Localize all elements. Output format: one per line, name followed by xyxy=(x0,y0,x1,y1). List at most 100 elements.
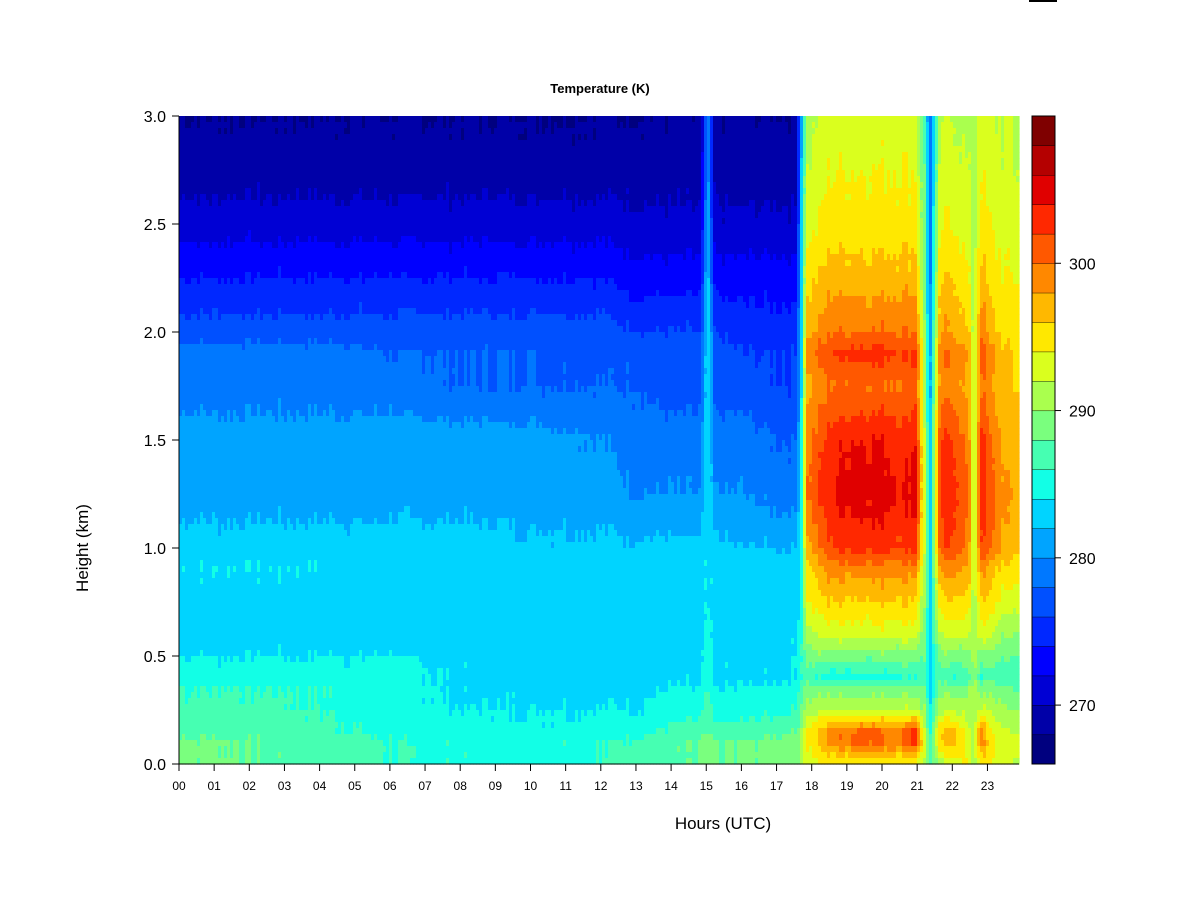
heatmap-cell xyxy=(188,164,192,171)
heatmap-cell xyxy=(260,242,264,249)
heatmap-cell xyxy=(191,740,195,747)
heatmap-cell xyxy=(197,608,201,615)
heatmap-cell xyxy=(218,530,222,537)
heatmap-cell xyxy=(254,560,258,567)
heatmap-cell xyxy=(194,596,198,603)
heatmap-cell xyxy=(218,698,222,705)
heatmap-cell xyxy=(206,350,210,357)
heatmap-cell xyxy=(197,338,201,345)
heatmap-cell xyxy=(248,152,252,159)
heatmap-cell xyxy=(248,530,252,537)
heatmap-cell xyxy=(215,680,219,687)
heatmap-cell xyxy=(212,230,216,237)
heatmap-cell xyxy=(194,224,198,231)
heatmap-cell xyxy=(197,416,201,423)
heatmap-cell xyxy=(221,362,225,369)
heatmap-cell xyxy=(218,470,222,477)
heatmap-cell xyxy=(206,692,210,699)
heatmap-cell xyxy=(209,176,213,183)
heatmap-cell xyxy=(203,644,207,651)
heatmap-cell xyxy=(251,668,255,675)
heatmap-cell xyxy=(254,602,258,609)
heatmap-cell xyxy=(185,440,189,447)
heatmap-cell xyxy=(188,752,192,759)
heatmap-cell xyxy=(221,158,225,165)
heatmap-cell xyxy=(191,254,195,261)
heatmap-cell xyxy=(242,668,246,675)
heatmap-cell xyxy=(212,284,216,291)
heatmap-cell xyxy=(245,134,249,141)
heatmap-cell xyxy=(197,686,201,693)
heatmap-cell xyxy=(248,668,252,675)
heatmap-cell xyxy=(221,302,225,309)
heatmap-cell xyxy=(212,116,216,123)
heatmap-cell xyxy=(245,470,249,477)
heatmap-cell xyxy=(218,632,222,639)
heatmap-cell xyxy=(230,680,234,687)
heatmap-cell xyxy=(233,524,237,531)
heatmap-cell xyxy=(188,434,192,441)
heatmap-cell xyxy=(197,296,201,303)
heatmap-cell xyxy=(206,656,210,663)
heatmap-cell xyxy=(218,374,222,381)
heatmap-cell xyxy=(212,218,216,225)
heatmap-cell xyxy=(179,524,183,531)
heatmap-cell xyxy=(194,194,198,201)
heatmap-cell xyxy=(248,122,252,129)
heatmap-cell xyxy=(203,338,207,345)
heatmap-cell xyxy=(221,518,225,525)
heatmap-cell xyxy=(218,368,222,375)
heatmap-cell xyxy=(257,452,261,459)
heatmap-cell xyxy=(233,638,237,645)
heatmap-cell xyxy=(197,404,201,411)
heatmap-cell xyxy=(242,146,246,153)
heatmap-cell xyxy=(242,254,246,261)
heatmap-cell xyxy=(212,182,216,189)
heatmap-cell xyxy=(233,722,237,729)
heatmap-cell xyxy=(209,620,213,627)
heatmap-cell xyxy=(227,752,231,759)
heatmap-cell xyxy=(248,758,252,765)
heatmap-cell xyxy=(197,626,201,633)
heatmap-cell xyxy=(257,686,261,693)
heatmap-cell xyxy=(239,338,243,345)
heatmap-cell xyxy=(203,152,207,159)
heatmap-cell xyxy=(215,698,219,705)
heatmap-cell xyxy=(218,476,222,483)
heatmap-cell xyxy=(236,194,240,201)
heatmap-cell xyxy=(206,206,210,213)
heatmap-cell xyxy=(257,188,261,195)
heatmap-cell xyxy=(206,482,210,489)
heatmap-cell xyxy=(188,506,192,513)
heatmap-cell xyxy=(248,578,252,585)
heatmap-cell xyxy=(215,296,219,303)
heatmap-cell xyxy=(179,338,183,345)
heatmap-cell xyxy=(260,572,264,579)
heatmap-cell xyxy=(200,158,204,165)
heatmap-cell xyxy=(182,584,186,591)
heatmap-cell xyxy=(200,278,204,285)
heatmap-cell xyxy=(200,602,204,609)
heatmap-cell xyxy=(197,380,201,387)
heatmap-cell xyxy=(260,320,264,327)
heatmap-cell xyxy=(245,674,249,681)
heatmap-cell xyxy=(230,140,234,147)
heatmap-cell xyxy=(245,290,249,297)
heatmap-cell xyxy=(182,152,186,159)
heatmap-cell xyxy=(209,518,213,525)
heatmap-cell xyxy=(215,266,219,273)
heatmap-cell xyxy=(200,392,204,399)
heatmap-cell xyxy=(179,578,183,585)
heatmap-cell xyxy=(218,602,222,609)
heatmap-cell xyxy=(221,722,225,729)
heatmap-cell xyxy=(182,704,186,711)
heatmap-cell xyxy=(191,200,195,207)
heatmap-cell xyxy=(212,614,216,621)
heatmap-cell xyxy=(233,368,237,375)
heatmap-cell xyxy=(203,734,207,741)
heatmap-cell xyxy=(200,152,204,159)
heatmap-cell xyxy=(254,230,258,237)
heatmap-cell xyxy=(257,386,261,393)
heatmap-cell xyxy=(215,476,219,483)
heatmap-cell xyxy=(236,392,240,399)
